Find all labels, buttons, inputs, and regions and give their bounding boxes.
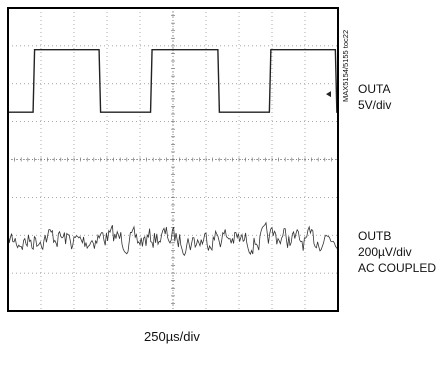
outa-scale: 5V/div — [358, 98, 392, 112]
figure-code: MAX5154/5155 toc22 — [341, 29, 350, 102]
outa-channel-marker — [326, 91, 331, 98]
scope-frame — [7, 7, 339, 312]
outb-coupling: AC COUPLED — [358, 261, 437, 275]
timebase-label: 250µs/div — [144, 329, 200, 344]
outb-trace — [7, 221, 339, 257]
outb-scale: 200µV/div — [358, 245, 412, 259]
outa-name: OUTA — [358, 82, 391, 96]
outb-name: OUTB — [358, 229, 392, 243]
scope-grid — [7, 7, 339, 312]
outa-trace — [8, 48, 338, 113]
